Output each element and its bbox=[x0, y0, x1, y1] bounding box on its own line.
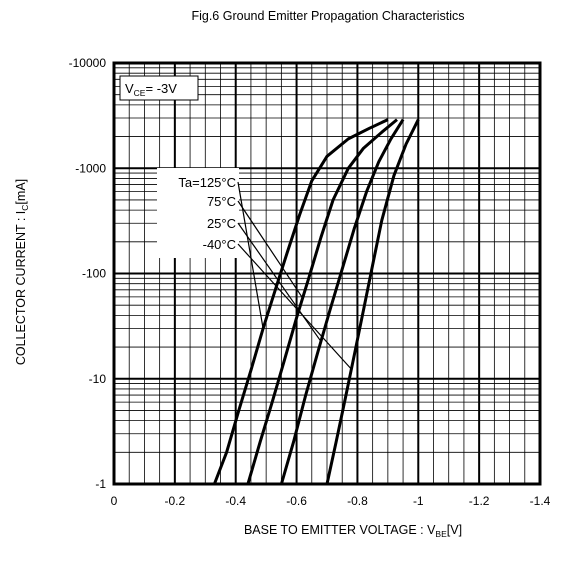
chart-title: Fig.6 Ground Emitter Propagation Charact… bbox=[191, 9, 464, 23]
legend-pointer bbox=[237, 200, 304, 299]
series-line bbox=[325, 118, 420, 485]
y-tick-label: -10 bbox=[89, 372, 107, 386]
x-tick-label: -0.6 bbox=[286, 494, 307, 508]
condition-label: VCE= -3V bbox=[125, 81, 177, 98]
legend: Ta=125°C 75°C 25°C -40°C bbox=[178, 175, 352, 370]
legend-label: 75°C bbox=[207, 194, 236, 209]
series-line bbox=[213, 118, 389, 485]
x-tick-label: -0.4 bbox=[225, 494, 246, 508]
x-tick-label: -1.2 bbox=[469, 494, 490, 508]
legend-label: -40°C bbox=[203, 237, 236, 252]
y-tick-label: -1000 bbox=[75, 161, 106, 175]
series-layer bbox=[213, 118, 420, 485]
x-tick-label: -0.8 bbox=[347, 494, 368, 508]
y-tick-label: -1 bbox=[95, 477, 106, 491]
series-line bbox=[279, 118, 405, 485]
y-tick-label: -100 bbox=[82, 267, 106, 281]
y-tick-label: -10000 bbox=[69, 56, 107, 70]
y-axis-label: COLLECTOR CURRENT : IC[mA] bbox=[14, 179, 30, 365]
x-tick-label: 0 bbox=[111, 494, 118, 508]
series-line bbox=[246, 118, 398, 485]
x-tick-label: -1 bbox=[413, 494, 424, 508]
legend-label: Ta=125°C bbox=[178, 175, 236, 190]
y-axis-ticks: -1 -10 -100 -1000 -10000 bbox=[69, 56, 107, 491]
x-axis-label: BASE TO EMITTER VOLTAGE : VBE[V] bbox=[244, 523, 462, 539]
x-tick-label: -1.4 bbox=[530, 494, 551, 508]
legend-pointer bbox=[237, 222, 322, 342]
legend-box bbox=[157, 168, 239, 258]
legend-label: 25°C bbox=[207, 216, 236, 231]
condition-box bbox=[119, 75, 199, 101]
x-axis-ticks: 0 -0.2 -0.4 -0.6 -0.8 -1 -1.2 -1.4 bbox=[111, 494, 551, 508]
x-tick-label: -0.2 bbox=[165, 494, 186, 508]
legend-pointer bbox=[237, 243, 352, 370]
